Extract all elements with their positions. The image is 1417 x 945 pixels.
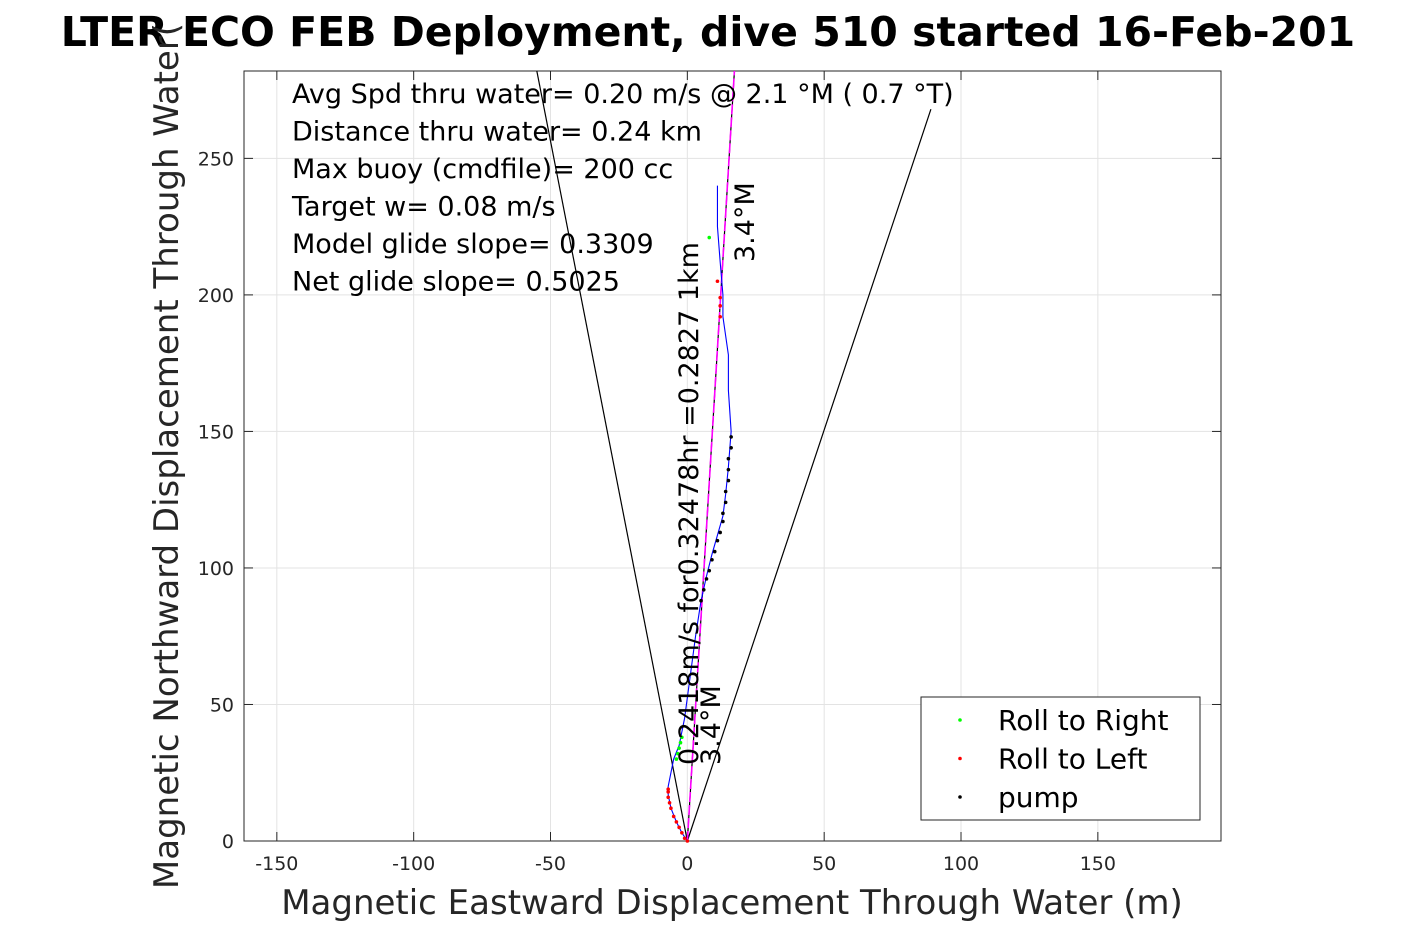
info-line: Avg Spd thru water= 0.20 m/s @ 2.1 °M ( … [292, 79, 954, 110]
roll-left-point [671, 814, 676, 819]
info-line: Model glide slope= 0.3309 [292, 229, 654, 260]
legend-label: Roll to Left [998, 743, 1147, 776]
annotation-heading-top: 3.4°M [730, 182, 761, 262]
pump-point [721, 519, 725, 524]
x-tick-label: 0 [681, 853, 693, 875]
plot-area [243, 70, 1222, 842]
pump-point [729, 446, 733, 450]
roll-right-point [678, 740, 683, 745]
roll-right-point [675, 751, 680, 756]
y-tick-label: 0 [222, 831, 234, 853]
x-tick-label: 150 [1080, 853, 1116, 875]
heading-line [536, 70, 688, 842]
roll-left-point [666, 795, 670, 800]
pump-point [710, 557, 714, 562]
pump-point [704, 577, 709, 581]
y-tick-label: 250 [198, 148, 234, 170]
roll-left-point [682, 836, 687, 841]
roll-left-point [666, 790, 670, 794]
pump-point [699, 598, 703, 603]
x-tick-label: -150 [255, 853, 298, 875]
pump-point [715, 538, 720, 543]
heading-line [686, 109, 932, 842]
roll-left-point [674, 820, 679, 824]
roll-left-point [677, 825, 681, 830]
marks [536, 70, 932, 843]
x-axis-label: Magnetic Eastward Displacement Through W… [281, 883, 1183, 923]
legend-marker [958, 756, 962, 761]
roll-left-point [718, 314, 722, 319]
x-tick-label: 100 [943, 853, 979, 875]
info-text: Avg Spd thru water= 0.20 m/s @ 2.1 °M ( … [291, 79, 954, 298]
y-axis-label: Magnetic Northward Displacement Through … [147, 23, 187, 889]
pump-point [707, 568, 712, 573]
grid [244, 71, 1221, 842]
pump-point [721, 511, 725, 516]
pump-point [701, 587, 706, 592]
roll-left-point [718, 304, 722, 308]
roll-left-point [718, 295, 722, 300]
annotation-main: 0.2418m/s for0.32478hr =0.2827 1km [674, 242, 705, 765]
roll-left-point [680, 831, 684, 835]
roll-left-point [669, 806, 673, 811]
pump-point [712, 549, 717, 554]
roll-right-point [707, 235, 712, 240]
legend-marker [958, 718, 962, 722]
y-tick-label: 50 [210, 694, 234, 716]
chart-title: LTER ECO FEB Deployment, dive 510 starte… [61, 8, 1355, 56]
y-tick-label: 150 [198, 421, 234, 443]
pump-point [726, 456, 731, 461]
legend: Roll to Right Roll to Left pump [920, 696, 1201, 821]
course-line-magenta [686, 70, 736, 842]
y-tick-label: 200 [198, 285, 234, 307]
x-tick-label: -100 [392, 853, 435, 875]
legend-marker [958, 795, 962, 799]
roll-left-point [715, 279, 720, 284]
annotation-heading-bottom: 3.4°M [696, 685, 727, 765]
info-line: Target w= 0.08 m/s [291, 192, 556, 223]
x-tick-label: 50 [812, 853, 836, 875]
pump-point [726, 467, 731, 472]
legend-label: pump [998, 781, 1079, 814]
roll-right-point [677, 746, 681, 750]
x-tick-label: -50 [535, 853, 566, 875]
pump-point [723, 489, 728, 494]
pump-point [723, 500, 728, 505]
info-line: Max buoy (cmdfile)= 200 cc [292, 154, 673, 185]
info-line: Distance thru water= 0.24 km [292, 117, 702, 148]
y-tick-label: 100 [198, 558, 234, 580]
pump-point [729, 435, 733, 439]
info-line: Net glide slope= 0.5025 [292, 267, 620, 298]
roll-left-point [666, 787, 670, 791]
roll-right-point [680, 735, 684, 740]
legend-label: Roll to Right [998, 704, 1169, 737]
roll-right-point [674, 757, 679, 761]
roll-left-point [667, 800, 672, 805]
pump-point [718, 530, 722, 535]
roll-left-point [685, 839, 690, 843]
ticks: -150 -100 -50 0 50 100 150 0 50 100 150 200 250 [198, 71, 1221, 875]
pump-point [726, 478, 731, 483]
